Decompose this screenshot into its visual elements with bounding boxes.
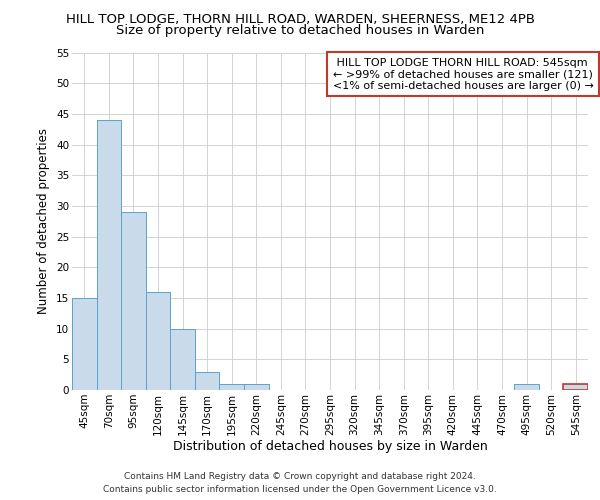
Bar — [121, 212, 146, 390]
Text: HILL TOP LODGE, THORN HILL ROAD, WARDEN, SHEERNESS, ME12 4PB: HILL TOP LODGE, THORN HILL ROAD, WARDEN,… — [65, 12, 535, 26]
X-axis label: Distribution of detached houses by size in Warden: Distribution of detached houses by size … — [173, 440, 487, 454]
Bar — [170, 328, 195, 390]
Bar — [97, 120, 121, 390]
Bar — [514, 384, 539, 390]
Bar — [220, 384, 244, 390]
Text: HILL TOP LODGE THORN HILL ROAD: 545sqm
← >99% of detached houses are smaller (12: HILL TOP LODGE THORN HILL ROAD: 545sqm ←… — [332, 58, 593, 91]
Bar — [72, 298, 97, 390]
Bar — [146, 292, 170, 390]
Text: Size of property relative to detached houses in Warden: Size of property relative to detached ho… — [116, 24, 484, 37]
Bar — [244, 384, 269, 390]
Text: Contains HM Land Registry data © Crown copyright and database right 2024.
Contai: Contains HM Land Registry data © Crown c… — [103, 472, 497, 494]
Bar — [563, 384, 588, 390]
Y-axis label: Number of detached properties: Number of detached properties — [37, 128, 50, 314]
Bar — [195, 372, 220, 390]
